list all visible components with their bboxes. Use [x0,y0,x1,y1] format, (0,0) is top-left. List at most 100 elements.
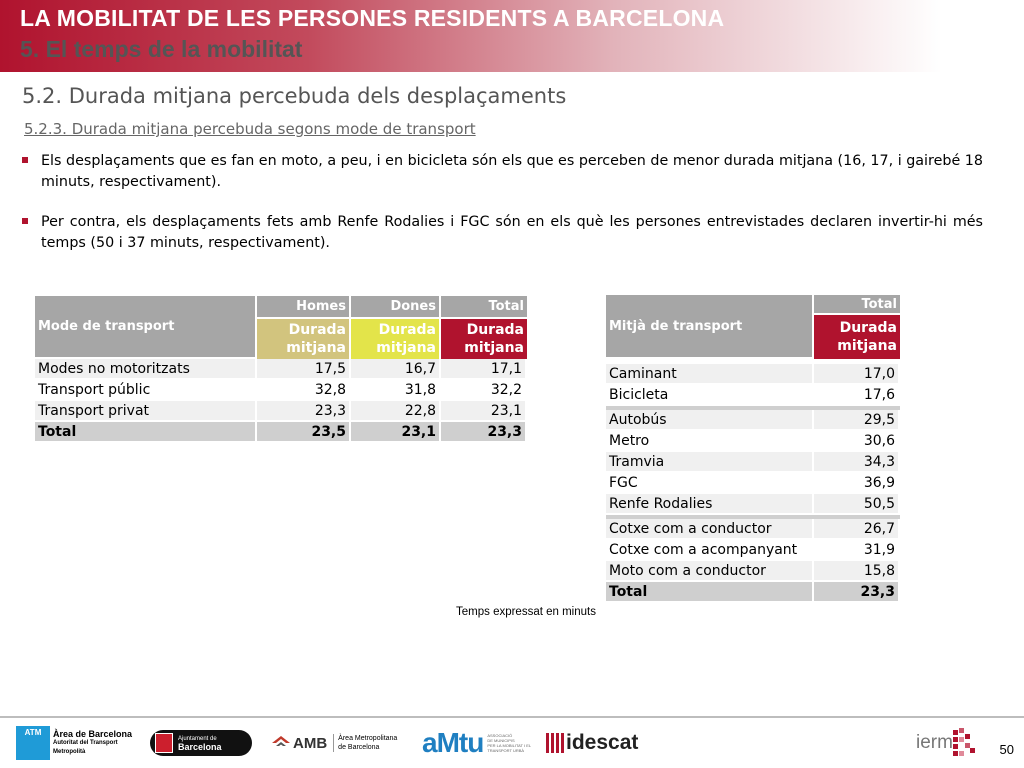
amb-line1: Àrea Metropolitana [338,735,398,742]
cell-value: 26,7 [814,519,900,540]
bullet-text: Els desplaçaments que es fan en moto, a … [41,153,983,190]
cell-value: 17,5 [257,359,351,380]
row-label: Renfe Rodalies [606,494,814,515]
cell-value: 29,5 [814,410,900,431]
section-heading: 5.2. Durada mitjana percebuda dels despl… [22,84,567,108]
idescat-mark-icon [546,733,564,753]
row-label: FGC [606,473,814,494]
table-total-row: Total 23,5 23,1 23,3 [35,422,527,443]
cell-value: 23,1 [441,401,527,422]
subsection-heading: 5.2.3. Durada mitjana percebuda segons m… [24,120,476,138]
row-label: Transport privat [35,401,257,422]
bullet-item: Els desplaçaments que es fan en moto, a … [22,151,983,193]
amb-short: AMB [293,734,328,752]
bullet-item: Per contra, els desplaçaments fets amb R… [22,212,983,254]
group-separator [606,406,900,410]
row-label: Total [606,582,814,603]
row-label: Modes no motoritzats [35,359,257,380]
table-row: Autobús 29,5 [606,410,900,431]
table-row: FGC 36,9 [606,473,900,494]
subheader-total: Durada mitjana [814,315,900,359]
footer-divider [0,716,1024,718]
row-label: Metro [606,431,814,452]
cell-value: 23,1 [351,422,441,443]
row-label: Autobús [606,410,814,431]
row-label: Cotxe com a acompanyant [606,540,814,561]
cell-value: 32,8 [257,380,351,401]
cell-value: 23,3 [257,401,351,422]
cell-value: 22,8 [351,401,441,422]
cell-value: 30,6 [814,431,900,452]
cell-value: 23,3 [441,422,527,443]
table-by-transport-mode: Mitjà de transport Total Durada mitjana … [606,295,900,603]
cell-value: 31,8 [351,380,441,401]
row-label: Bicicleta [606,385,814,406]
group-separator [606,515,900,519]
atm-line1: Àrea de Barcelona [53,728,133,739]
amtu-line2: DE MUNICIPIS [487,738,515,743]
subheader-dones: Durada mitjana [351,319,441,359]
amb-arrow-icon [272,736,290,746]
atm-logo: ATM Àrea de Barcelona Autoritat del Tran… [16,722,132,764]
cell-value: 23,5 [257,422,351,443]
row-label: Caminant [606,364,814,385]
table-row: Renfe Rodalies 50,5 [606,494,900,515]
table-row: Metro 30,6 [606,431,900,452]
iermb-pixel-b-icon [952,728,975,756]
table-row: Transport públic 32,8 31,8 32,2 [35,380,527,401]
cell-value: 34,3 [814,452,900,473]
iermb-name: ierm [916,732,953,753]
cell-value: 17,6 [814,385,900,406]
subheader-homes: Durada mitjana [257,319,351,359]
row-label: Tramvia [606,452,814,473]
amb-line2: de Barcelona [338,744,380,751]
page-number: 50 [999,742,1014,757]
table-row: Cotxe com a conductor 26,7 [606,519,900,540]
row-label: Moto com a conductor [606,561,814,582]
amtu-line3: PER LA MOBILITAT I EL [487,743,532,748]
bullet-square-icon [22,218,28,224]
cell-value: 17,0 [814,364,900,385]
document-title: LA MOBILITAT DE LES PERSONES RESIDENTS A… [20,5,725,31]
table-by-gender: Mode de transport Homes Dones Total Dura… [35,296,527,443]
cell-value: 17,1 [441,359,527,380]
cell-value: 31,9 [814,540,900,561]
atm-badge: ATM [16,726,50,760]
table-row: Cotxe com a acompanyant 31,9 [606,540,900,561]
table-row: Bicicleta 17,6 [606,385,900,406]
cell-value: 23,3 [814,582,900,603]
idescat-logo: idescat [546,722,638,764]
cell-value: 15,8 [814,561,900,582]
ajuntament-line1: Ajuntament de [178,736,217,742]
subheader-total: Durada mitjana [441,319,527,359]
table-row: Caminant 17,0 [606,364,900,385]
amtu-name: aMtu [422,727,484,758]
table-total-row: Total 23,3 [606,582,900,603]
ajuntament-line2: Barcelona [178,742,222,752]
amtu-line1: ASSOCIACIÓ [487,733,513,738]
cell-value: 36,9 [814,473,900,494]
table-row: Tramvia 34,3 [606,452,900,473]
chapter-title: 5. El temps de la mobilitat [20,36,303,62]
table-row: Moto com a conductor 15,8 [606,561,900,582]
bullet-text: Per contra, els desplaçaments fets amb R… [41,214,983,251]
amb-logo: AMB Àrea Metropolitana de Barcelona [272,722,397,764]
units-note: Temps expressat en minuts [456,606,596,618]
header-banner: LA MOBILITAT DE LES PERSONES RESIDENTS A… [0,0,1024,72]
row-label: Total [35,422,257,443]
table-label-header: Mitjà de transport [606,295,814,359]
amtu-line4: TRANSPORT URBÀ [487,748,525,753]
barcelona-shield-icon [155,733,173,753]
column-header-total: Total [814,295,900,315]
table-row: Modes no motoritzats 17,5 16,7 17,1 [35,359,527,380]
row-label: Transport públic [35,380,257,401]
column-header-dones: Dones [351,296,441,319]
iermb-logo: ierm [916,722,975,764]
row-label: Cotxe com a conductor [606,519,814,540]
atm-line3: Metropolità [53,748,86,755]
bullet-square-icon [22,157,28,163]
column-header-homes: Homes [257,296,351,319]
cell-value: 32,2 [441,380,527,401]
cell-value: 16,7 [351,359,441,380]
table-label-header: Mode de transport [35,296,257,359]
